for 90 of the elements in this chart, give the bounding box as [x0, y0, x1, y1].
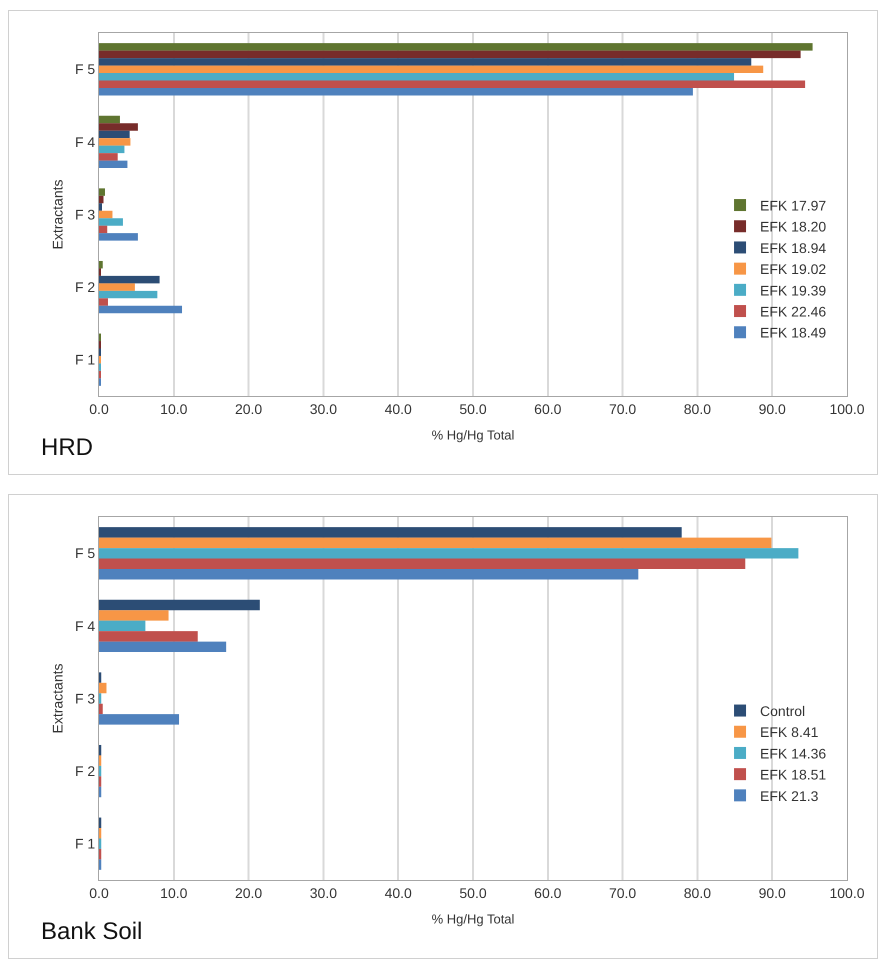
y-tick-label: F 5	[74, 61, 96, 78]
x-tick-label: 60.0	[534, 400, 562, 417]
legend-label: EFK 19.39	[760, 282, 826, 298]
legend-label: EFK 22.46	[760, 304, 826, 320]
bar	[99, 306, 182, 314]
y-axis-title: Extractants	[50, 179, 66, 250]
x-axis-title: % Hg/Hg Total	[432, 911, 515, 926]
y-tick-label: F 2	[74, 763, 96, 779]
x-tick-label: 90.0	[758, 400, 786, 417]
text: HRD	[41, 434, 93, 461]
x-tick-label: 40.0	[384, 884, 412, 901]
y-tick-label: F 1	[74, 836, 96, 852]
x-tick-label: 70.0	[608, 400, 636, 417]
bar	[99, 290, 158, 298]
x-tick-label: 100.0	[829, 884, 865, 901]
y-tick-label: F 3	[74, 690, 96, 706]
x-tick-label: 100.0	[829, 400, 865, 417]
x-tick-label: 0.0	[89, 884, 109, 901]
bar	[99, 80, 806, 88]
bar	[99, 568, 638, 580]
bar	[99, 631, 198, 642]
bar	[99, 620, 146, 632]
bar	[99, 88, 693, 96]
bar	[99, 160, 128, 168]
bar	[99, 226, 108, 234]
y-tick-label: F 4	[74, 618, 96, 634]
y-tick-label: F 2	[74, 279, 96, 295]
bar	[99, 704, 103, 714]
x-tick-label: 50.0	[459, 400, 487, 417]
bar	[99, 73, 734, 80]
x-tick-label: 90.0	[758, 884, 786, 901]
bar	[99, 138, 130, 146]
x-tick-label: 40.0	[384, 400, 412, 417]
y-tick-label: F 4	[74, 134, 96, 150]
legend-label: EFK 14.36	[760, 745, 826, 762]
y-tick-label: F 5	[74, 545, 96, 562]
bar	[99, 600, 260, 610]
bar	[99, 146, 124, 154]
x-tick-label: 20.0	[234, 884, 262, 901]
x-tick-label: 50.0	[459, 884, 487, 901]
bar	[99, 527, 682, 538]
legend-label: EFK 19.02	[760, 261, 826, 278]
bar	[99, 548, 798, 559]
x-tick-label: 80.0	[684, 400, 712, 417]
bar	[99, 43, 813, 51]
bar	[99, 58, 752, 66]
bar	[99, 610, 169, 621]
legend-label: EFK 18.49	[760, 324, 826, 341]
x-tick-label: 0.0	[89, 400, 109, 417]
y-tick-label: F 3	[74, 206, 96, 222]
bar	[99, 283, 135, 291]
legend-label: EFK 8.41	[760, 724, 819, 740]
x-tick-label: 20.0	[234, 400, 262, 417]
bar	[99, 66, 764, 74]
bar	[99, 233, 138, 241]
bar	[99, 130, 130, 138]
bar	[99, 642, 226, 652]
bar	[99, 218, 123, 226]
legend-label: EFK 21.3	[760, 788, 819, 804]
x-tick-label: 80.0	[684, 884, 712, 901]
x-tick-label: 30.0	[310, 884, 338, 901]
x-axis-title: % Hg/Hg Total	[432, 427, 515, 442]
bar	[99, 203, 102, 211]
y-tick-label: F 1	[74, 352, 96, 368]
bar	[99, 196, 104, 204]
bar	[99, 210, 112, 218]
x-tick-label: 30.0	[310, 400, 338, 417]
bar	[99, 123, 138, 131]
bar	[99, 260, 103, 268]
bar	[99, 558, 746, 569]
legend-label: EFK 18.51	[760, 766, 826, 783]
bar	[99, 538, 772, 548]
bar	[99, 682, 106, 694]
bar	[99, 188, 105, 196]
x-tick-label: 60.0	[534, 884, 562, 901]
legend-label: EFK 18.20	[760, 218, 826, 235]
legend-label: Control	[760, 703, 806, 720]
text: Bank Soil	[41, 918, 142, 945]
bar	[99, 298, 108, 306]
x-tick-label: 10.0	[160, 400, 188, 417]
y-axis-title: Extractants	[50, 663, 66, 734]
bar	[99, 153, 118, 161]
bar	[99, 276, 160, 284]
legend-label: EFK 17.97	[760, 198, 826, 214]
x-tick-label: 10.0	[160, 884, 188, 901]
bar	[99, 714, 180, 725]
bar	[99, 116, 120, 124]
legend-label: EFK 18.94	[760, 240, 826, 256]
x-tick-label: 70.0	[608, 884, 636, 901]
bar	[99, 50, 801, 58]
